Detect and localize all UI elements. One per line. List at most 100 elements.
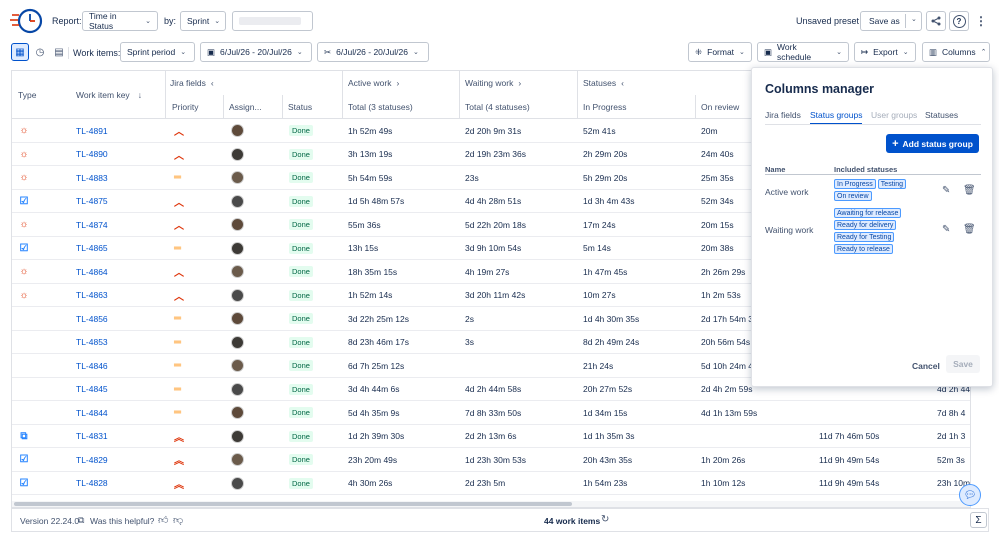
table-row[interactable]: TL-4856 ═ Done 3d 22h 25m 12s 2s 1d 4h 30m 35… [12, 307, 970, 331]
avatar[interactable] [231, 476, 244, 490]
work-item-key-link[interactable]: TL-4864 [76, 266, 108, 277]
work-item-key-link[interactable]: TL-4846 [76, 360, 108, 371]
group-header-statuses[interactable]: Statuses ‹ [583, 78, 624, 88]
clock-view-button[interactable]: ◷ [31, 43, 49, 61]
avatar[interactable] [231, 382, 244, 396]
avatar[interactable] [231, 124, 244, 138]
chat-support-button[interactable]: 💬︎ [959, 484, 981, 506]
table-row[interactable]: TL-4846 ═ Done 6d 7h 25m 12s 21h 24s 5d 10h 2… [12, 354, 970, 378]
work-item-key-link[interactable]: TL-4890 [76, 149, 108, 160]
avatar[interactable] [231, 406, 244, 420]
date-range-select-1[interactable]: ▣ 6/Jul/26 - 20/Jul/26 ⌄ [200, 42, 312, 62]
col-header-status[interactable]: Status [288, 102, 313, 112]
status-badge: Done [289, 430, 313, 442]
avatar[interactable] [231, 453, 244, 467]
col-header-priority[interactable]: Priority [172, 102, 199, 112]
external-link-icon[interactable]: ⧉ [78, 515, 85, 525]
avatar[interactable] [231, 312, 244, 326]
table-row[interactable]: ☑ TL-4865 ═ Done 13h 15s 3d 9h 10m 54s 5m 14s 2… [12, 237, 970, 260]
tab-user-groups[interactable]: User groups [871, 110, 918, 120]
work-schedule-button[interactable]: ▣ Work schedule ⌄ [757, 42, 849, 62]
group-header-active-work[interactable]: Active work › [348, 78, 400, 88]
work-item-key-link[interactable]: TL-4831 [76, 431, 108, 442]
table-row[interactable]: ☼ TL-4874 ︿ Done 55m 36s 5d 22h 20m 18s 17m 24… [12, 213, 970, 237]
table-row[interactable]: ☼ TL-4863 ︿ Done 1h 52m 14s 3d 20h 11m 42s 10m… [12, 284, 970, 307]
chart-view-button[interactable]: ▤ [50, 43, 68, 61]
avatar[interactable] [231, 147, 244, 161]
work-item-key-link[interactable]: TL-4863 [76, 290, 108, 301]
export-button[interactable]: ↦ Export ⌄ [854, 42, 916, 62]
work-item-key-link[interactable]: TL-4891 [76, 125, 108, 136]
col-header-type[interactable]: Type [18, 90, 37, 100]
tab-status-groups[interactable]: Status groups [810, 110, 863, 125]
thumbs-up-icon[interactable]: 👍︎ [158, 515, 169, 526]
refresh-icon[interactable]: ↻ [601, 514, 610, 525]
work-item-key-link[interactable]: TL-4875 [76, 196, 108, 207]
sum-button[interactable]: Σ [970, 512, 987, 528]
group-header-waiting-work[interactable]: Waiting work › [465, 78, 522, 88]
filter-input[interactable] [232, 11, 313, 31]
table-row[interactable]: TL-4844 ═ Done 5d 4h 35m 9s 7d 8h 33m 50s 1d … [12, 401, 970, 425]
col-header-assignee[interactable]: Assign... [229, 102, 262, 112]
avatar[interactable] [231, 171, 244, 185]
work-item-key-link[interactable]: TL-4845 [76, 384, 108, 395]
in-progress-cell: 1d 3h 4m 43s [583, 196, 635, 207]
group-header-jira-fields[interactable]: Jira fields ‹ [170, 78, 214, 88]
table-row[interactable]: ☑ TL-4829 ︽ Done 23h 20m 49s 1d 23h 30m 53s 20… [12, 448, 970, 472]
avatar[interactable] [231, 288, 244, 302]
add-status-group-button[interactable]: + Add status group [886, 134, 979, 153]
avatar[interactable] [231, 265, 244, 279]
format-button[interactable]: ⁜ Format ⌄ [688, 42, 752, 62]
table-row[interactable]: TL-4853 ═ Done 8d 23h 46m 17s 3s 8d 2h 49m 24… [12, 331, 970, 354]
work-item-key-link[interactable]: TL-4883 [76, 172, 108, 183]
work-item-key-link[interactable]: TL-4829 [76, 454, 108, 465]
chevron-down-icon[interactable]: ⌄ [911, 16, 917, 23]
avatar[interactable] [231, 218, 244, 232]
columns-button[interactable]: ▥ Columns ⌃ [922, 42, 990, 62]
edit-icon[interactable]: ✎ [942, 185, 951, 196]
table-row[interactable]: ☼ TL-4883 ═ Done 5h 54m 59s 23s 5h 29m 20s 25m … [12, 166, 970, 190]
share-button[interactable] [926, 11, 946, 31]
sprint-period-select[interactable]: Sprint period ⌄ [120, 42, 195, 62]
table-row[interactable]: ☼ TL-4890 ︿ Done 3h 13m 19s 2d 19h 23m 36s 2h … [12, 143, 970, 166]
table-row[interactable]: ⧉ TL-4831 ︽ Done 1d 2h 39m 30s 2d 2h 13m 6s 1d… [12, 425, 970, 448]
report-select[interactable]: Time in Status ⌄ [82, 11, 158, 31]
avatar[interactable] [231, 429, 244, 443]
tab-statuses[interactable]: Statuses [925, 110, 959, 120]
col-header-active-total[interactable]: Total (3 statuses) [348, 102, 413, 112]
work-item-key-link[interactable]: TL-4844 [76, 407, 108, 418]
table-row[interactable]: ☑ TL-4875 ︿ Done 1d 5h 48m 57s 4d 4h 28m 51s 1… [12, 190, 970, 213]
help-button[interactable]: ? [949, 11, 969, 31]
scrollbar-thumb[interactable] [14, 502, 572, 506]
avatar[interactable] [231, 241, 244, 255]
date-range-select-2[interactable]: ✂ 6/Jul/26 - 20/Jul/26 ⌄ [317, 42, 429, 62]
work-item-key-link[interactable]: TL-4853 [76, 337, 108, 348]
more-button[interactable]: ⋮ [972, 11, 990, 31]
work-item-key-link[interactable]: TL-4856 [76, 313, 108, 324]
work-item-key-link[interactable]: TL-4865 [76, 243, 108, 254]
avatar[interactable] [231, 359, 244, 373]
col-header-on-review[interactable]: On review [701, 102, 740, 112]
table-row[interactable]: ☼ TL-4864 ︿ Done 18h 35m 15s 4h 19m 27s 1h 47m… [12, 260, 970, 284]
grid-view-button[interactable]: ▦ [11, 43, 29, 61]
table-row[interactable]: TL-4845 ═ Done 3d 4h 44m 6s 4d 2h 44m 58s 20h… [12, 378, 970, 401]
table-row[interactable]: ☑ TL-4828 ︽ Done 4h 30m 26s 2d 23h 5m 1h 54m 2… [12, 472, 970, 495]
cancel-button[interactable]: Cancel [912, 361, 940, 371]
thumbs-down-icon[interactable]: 👎︎ [173, 515, 184, 526]
save-as-button[interactable]: Save as ⌄ [860, 11, 922, 31]
col-header-in-progress[interactable]: In Progress [583, 102, 627, 112]
avatar[interactable] [231, 335, 244, 349]
save-button[interactable]: Save [946, 355, 980, 373]
col-header-key[interactable]: Work item key ↓ [76, 90, 142, 100]
horizontal-scrollbar[interactable] [12, 501, 970, 507]
by-select[interactable]: Sprint ⌄ [180, 11, 226, 31]
table-row[interactable]: ☼ TL-4891 ︿ Done 1h 52m 49s 2d 20h 9m 31s 52m … [12, 119, 970, 143]
col-header-waiting-total[interactable]: Total (4 statuses) [465, 102, 530, 112]
work-item-key-link[interactable]: TL-4874 [76, 219, 108, 230]
trash-icon[interactable]: 🗑︎ [963, 224, 976, 235]
trash-icon[interactable]: 🗑︎ [963, 185, 976, 196]
tab-jira-fields[interactable]: Jira fields [765, 110, 801, 120]
work-item-key-link[interactable]: TL-4828 [76, 478, 108, 489]
avatar[interactable] [231, 194, 244, 208]
edit-icon[interactable]: ✎ [942, 224, 951, 235]
